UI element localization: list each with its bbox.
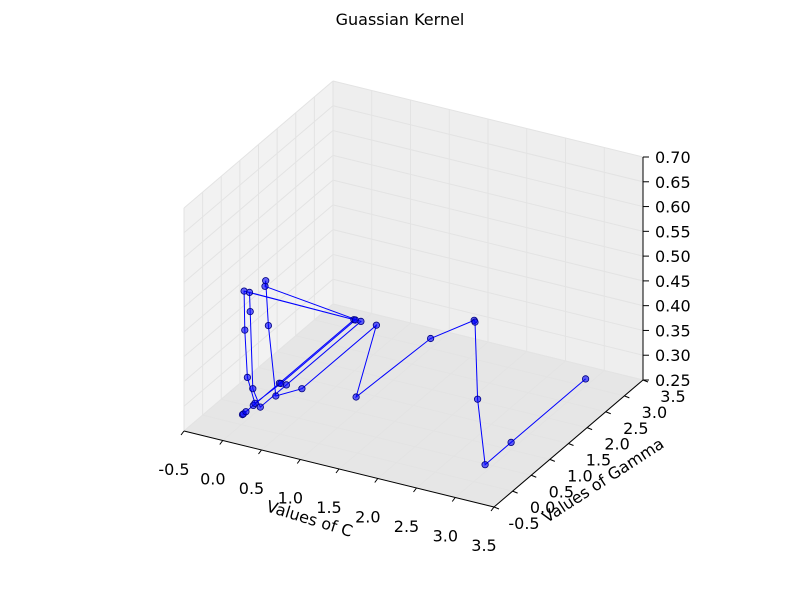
y-tick (586, 427, 593, 431)
z-tick-label: 0.70 (655, 148, 691, 167)
grid-line-z-left (183, 229, 334, 358)
x-tick (258, 449, 262, 455)
y-tick (493, 506, 500, 510)
grid-line-z-back (332, 105, 644, 183)
grid-line-z-left (183, 80, 334, 209)
x-tick (296, 459, 301, 464)
data-point (264, 321, 272, 330)
grid-line-z-left (183, 303, 334, 432)
y-tick-label: 0.0 (530, 498, 555, 517)
grid-line-z-back (332, 80, 644, 158)
x-tick (335, 468, 340, 474)
y-tick-label: 3.5 (660, 387, 685, 406)
z-tick-label: 0.25 (655, 371, 691, 390)
data-point (241, 326, 249, 334)
data-point (581, 375, 590, 383)
grid-line-z-left (183, 204, 334, 333)
chart-title: Guassian Kernel (336, 10, 465, 29)
data-point (251, 399, 259, 407)
y-tick (624, 395, 630, 399)
axes-panes (184, 81, 643, 507)
z-tick-label: 0.50 (655, 247, 691, 266)
x-tick-label: 0.5 (239, 479, 264, 498)
y-tick (512, 490, 518, 494)
y-tick-label: 1.0 (567, 466, 592, 485)
data-series (238, 277, 590, 469)
x-tick-label: 3.5 (471, 536, 496, 555)
data-point (242, 408, 250, 416)
y-tick (568, 443, 574, 446)
z-tick-label: 0.35 (655, 321, 691, 340)
z-tick-label: 0.60 (655, 198, 691, 217)
x-tick (490, 506, 495, 512)
y-tick (531, 474, 537, 478)
x-tick-label: 0.0 (200, 470, 225, 489)
x-tick-label: 2.0 (355, 508, 380, 527)
grid-line-z-back (332, 204, 644, 282)
z-tick-label: 0.30 (655, 346, 691, 365)
y-tick-label: 2.5 (623, 419, 648, 438)
data-point (298, 385, 306, 393)
grid-line-y-floor (258, 367, 569, 444)
grid-line-y-floor (202, 414, 513, 492)
y-tick (605, 411, 611, 415)
grid-line-z-back (332, 179, 644, 257)
x-tick (219, 440, 224, 445)
y-tick (549, 458, 556, 462)
grid-line-z-back (332, 154, 644, 232)
grid-line-y-floor (295, 335, 606, 413)
data-point (272, 392, 280, 400)
data-point (352, 393, 360, 401)
data-point (372, 321, 380, 329)
data-point (473, 395, 482, 403)
grid-line-z-left (183, 130, 334, 258)
grid-line-y-floor (314, 319, 625, 397)
data-point (481, 461, 489, 469)
z-tick-label: 0.55 (655, 222, 691, 241)
x-tick (374, 478, 379, 483)
y-tick-label: 2.0 (604, 435, 629, 454)
y-tick-label: 3.0 (642, 403, 667, 422)
y-tick-label: 1.5 (586, 451, 611, 470)
data-point (245, 288, 254, 296)
data-point (282, 381, 290, 389)
grid-line-z-back (332, 130, 644, 208)
z-tick-label: 0.65 (655, 173, 691, 192)
y-tick-label: -0.5 (508, 514, 539, 533)
z-tick-label: 0.45 (655, 272, 691, 291)
y-tick-label: 0.5 (549, 482, 574, 501)
data-point (243, 373, 251, 381)
data-point (256, 403, 264, 411)
x-tick-label: 2.5 (394, 517, 419, 536)
data-point (426, 334, 435, 343)
grid-line-y-floor (221, 398, 532, 476)
x-tick (180, 430, 185, 436)
x-tick (413, 487, 417, 493)
grid-line-z-left (183, 179, 334, 308)
grid-line-y-floor (277, 351, 588, 429)
x-tick-label: 3.0 (433, 527, 458, 546)
grid-line-z-left (183, 254, 334, 382)
x-tick-label: 1.0 (278, 489, 303, 508)
grid-line-z-left (183, 278, 334, 407)
data-point (262, 277, 270, 285)
z-tick-label: 0.40 (655, 297, 691, 316)
data-point (507, 438, 515, 446)
x-tick-label: -0.5 (158, 460, 189, 479)
x-tick-label: 1.5 (316, 498, 341, 517)
data-point (249, 385, 257, 393)
grid-line-y-floor (239, 382, 550, 460)
data-point (246, 307, 254, 316)
data-point (357, 317, 365, 325)
x-tick (451, 497, 456, 502)
grid-line-z-back (332, 253, 644, 331)
grid-line-z-left (183, 154, 334, 283)
axis-ticks: -0.5 0.0 0.5 1.0 1.5 2.0 2.5 3.0 3.5-0.50.00.51.… (158, 148, 690, 555)
grid-line-z-back (332, 229, 644, 307)
data-point (471, 318, 479, 326)
grid-line-z-back (332, 278, 644, 356)
grid-line-z-back (332, 303, 644, 381)
grid-line-z-left (183, 105, 334, 234)
